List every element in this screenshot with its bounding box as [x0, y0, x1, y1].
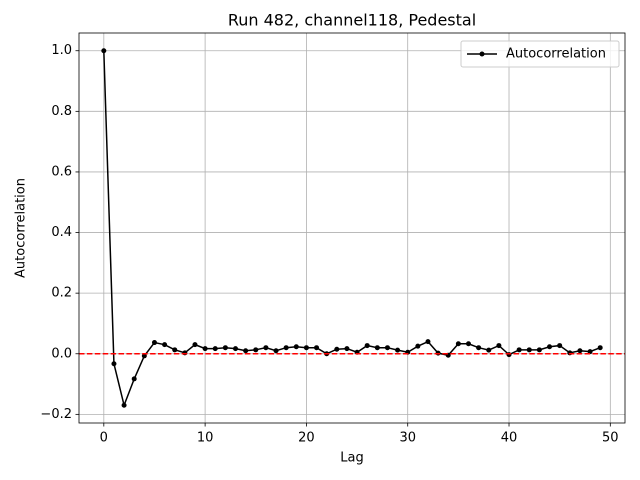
data-point [344, 346, 350, 352]
x-tick-label: 0 [100, 431, 108, 446]
data-point [415, 343, 421, 349]
data-point [303, 345, 309, 351]
data-point [243, 348, 249, 354]
data-point [577, 348, 583, 354]
legend-box [460, 40, 620, 68]
data-point [273, 348, 279, 354]
data-point [395, 347, 401, 353]
data-point [172, 347, 178, 353]
data-point [121, 402, 127, 408]
data-point [364, 343, 370, 349]
data-point [131, 376, 137, 382]
data-point [506, 352, 512, 358]
legend-label: Autocorrelation [506, 47, 606, 62]
data-point [526, 347, 532, 353]
y-tick-label: 0.0 [51, 346, 72, 361]
data-point [465, 341, 471, 347]
data-point [233, 346, 239, 352]
data-point [222, 345, 228, 351]
data-point [283, 345, 289, 351]
data-point [557, 343, 563, 349]
x-tick-label: 30 [399, 431, 416, 446]
x-tick-label: 50 [602, 431, 619, 446]
data-point [192, 342, 198, 348]
data-point [536, 347, 542, 353]
y-axis-label: Autocorrelation [14, 178, 29, 278]
data-point [162, 342, 168, 348]
y-tick-label: 0.6 [51, 164, 72, 179]
data-point [547, 344, 553, 350]
chart-title: Run 482, channel118, Pedestal [228, 11, 476, 30]
data-point [182, 350, 188, 356]
data-point [384, 345, 390, 351]
x-tick-label: 20 [298, 431, 315, 446]
x-tick-label: 40 [501, 431, 518, 446]
y-tick-label: 1.0 [51, 43, 72, 58]
x-tick-label: 10 [197, 431, 214, 446]
data-point [111, 361, 117, 367]
data-point [202, 346, 208, 352]
y-tick-label: 0.2 [51, 286, 72, 301]
data-point [425, 339, 431, 345]
data-point [567, 350, 573, 356]
data-point [263, 345, 269, 351]
axes-frame [78, 32, 626, 424]
data-point [293, 344, 299, 350]
data-point [597, 345, 603, 351]
data-point [253, 347, 259, 353]
data-point [101, 48, 107, 54]
y-tick-label: 0.4 [51, 225, 72, 240]
data-point [141, 353, 147, 359]
data-point [486, 347, 492, 353]
y-tick-label: −0.2 [40, 407, 72, 422]
data-point [314, 345, 320, 351]
data-point [496, 343, 502, 349]
x-axis-label: Lag [340, 451, 363, 466]
data-point [212, 346, 218, 352]
data-point [151, 340, 157, 346]
legend-marker [479, 51, 485, 57]
data-point [374, 345, 380, 351]
data-point [516, 347, 522, 353]
data-point [455, 341, 461, 347]
data-point [476, 345, 482, 351]
data-point [334, 346, 340, 352]
data-point [587, 349, 593, 355]
legend: Autocorrelation [460, 40, 620, 68]
y-tick-label: 0.8 [51, 104, 72, 119]
